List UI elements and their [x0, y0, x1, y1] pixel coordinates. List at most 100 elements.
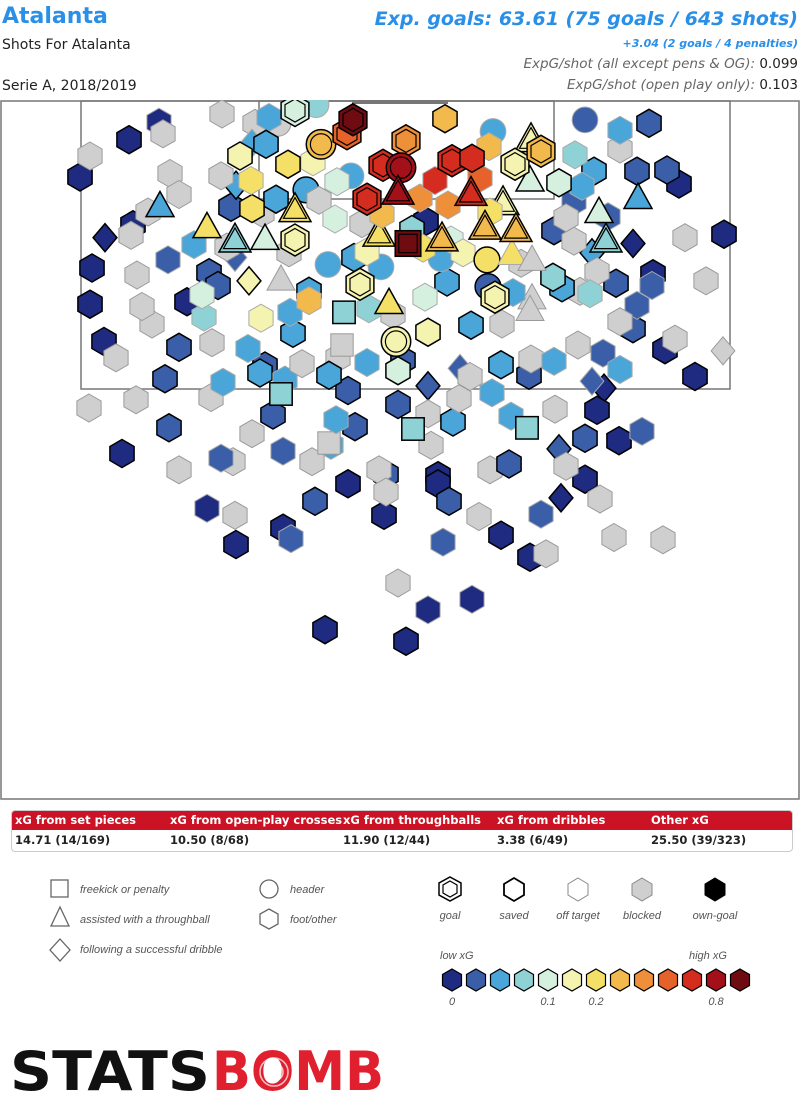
shot-point	[526, 134, 556, 169]
goal-ring	[398, 233, 418, 254]
shot-marker	[312, 614, 338, 645]
shot-point	[322, 204, 348, 234]
goal-ring	[429, 225, 455, 249]
shot-point	[278, 524, 304, 554]
shot-marker	[116, 124, 142, 155]
shot-point	[607, 354, 633, 385]
shot-point	[473, 246, 501, 274]
shot-point	[217, 221, 253, 253]
stat-xg-per-shot-open-play: ExpG/shot (open play only): 0.103	[567, 77, 798, 93]
goal-ring	[503, 216, 529, 239]
xg-value-other: 25.50 (39/323)	[651, 833, 747, 847]
shot-point	[236, 265, 262, 296]
shot-point	[636, 108, 662, 139]
shot-point	[415, 595, 441, 625]
shot-marker	[607, 115, 633, 145]
shot-point	[624, 156, 650, 187]
triangle-icon	[49, 905, 71, 927]
shot-point	[467, 208, 503, 240]
shot-marker	[498, 211, 534, 243]
shot-marker	[466, 501, 492, 532]
shot-point	[385, 152, 417, 184]
shot-marker	[248, 303, 274, 333]
shot-marker	[373, 477, 399, 507]
goal-ring	[484, 284, 506, 310]
shot-marker	[124, 260, 150, 290]
shot-point	[607, 307, 633, 337]
shot-point	[354, 347, 380, 378]
shot-point	[345, 267, 375, 302]
shot-marker	[316, 360, 342, 391]
shot-point	[590, 338, 616, 368]
shot-point	[266, 263, 296, 291]
logo-target-ring	[264, 1062, 284, 1082]
xg-header-crosses: xG from open-play crosses	[170, 813, 343, 827]
off-target-hexagon-icon	[567, 877, 589, 902]
shot-marker	[650, 525, 676, 555]
shot-marker	[361, 215, 397, 247]
shot-marker	[639, 270, 665, 301]
shot-point	[239, 193, 265, 224]
shot-point	[296, 286, 322, 316]
shot-marker	[662, 324, 688, 354]
legend-outcome-own-goal: own-goal	[693, 877, 738, 922]
shot-marker	[518, 344, 544, 374]
shot-point	[380, 173, 416, 205]
shot-marker	[150, 119, 176, 149]
scale-swatch	[729, 968, 751, 992]
shot-marker	[253, 129, 279, 160]
legend-high-xg: high xG	[689, 950, 727, 962]
shot-point	[553, 451, 579, 481]
shot-point	[208, 443, 234, 473]
shot-marker	[583, 195, 615, 224]
shot-marker	[77, 141, 103, 171]
circle-icon	[259, 879, 279, 899]
shot-point	[280, 318, 306, 349]
shot-point	[571, 106, 599, 134]
shot-marker	[459, 143, 485, 174]
shot-point	[166, 455, 192, 485]
shot-marker	[156, 412, 182, 443]
legend-dribble: following a successful dribble	[80, 944, 222, 956]
shot-point	[497, 238, 527, 265]
shot-marker	[606, 425, 632, 456]
shot-marker	[458, 310, 484, 341]
shot-point	[479, 378, 505, 408]
hexagon-icon	[259, 908, 279, 930]
shot-point	[116, 124, 142, 155]
shot-point	[277, 191, 313, 223]
logo-target-icon	[259, 1057, 289, 1087]
shot-point	[249, 222, 281, 251]
shot-marker	[322, 204, 348, 234]
legend-off-target: off target	[556, 910, 600, 922]
shot-marker	[497, 238, 527, 265]
shot-point	[601, 522, 627, 553]
shot-point	[432, 103, 458, 134]
scale-tick-0.2: 0.2	[588, 996, 603, 1008]
xg-value-dribbles: 3.38 (6/49)	[497, 833, 569, 847]
goal-ring	[384, 330, 408, 353]
shot-point	[711, 219, 737, 250]
shot-marker	[572, 423, 598, 454]
shot-point	[662, 324, 688, 354]
shot-point	[515, 415, 539, 440]
shot-point	[515, 294, 545, 321]
shot-point	[191, 302, 217, 332]
shot-marker	[488, 349, 514, 380]
shot-point	[209, 100, 235, 129]
shot-point	[541, 346, 567, 376]
shot-point	[672, 223, 698, 253]
logo-target-ring	[259, 1057, 289, 1087]
shot-marker	[590, 338, 616, 368]
shot-point	[306, 185, 332, 215]
shot-marker	[280, 100, 310, 128]
shot-marker	[693, 266, 719, 296]
xg-value-set-pieces: 14.71 (14/169)	[15, 833, 111, 847]
legend-freekick: freekick or penalty	[80, 884, 171, 896]
shot-marker	[235, 333, 261, 364]
shot-marker	[118, 220, 144, 250]
shot-point	[415, 317, 441, 348]
shot-point	[144, 189, 176, 218]
shot-point	[453, 174, 489, 207]
shot-marker	[208, 443, 234, 473]
